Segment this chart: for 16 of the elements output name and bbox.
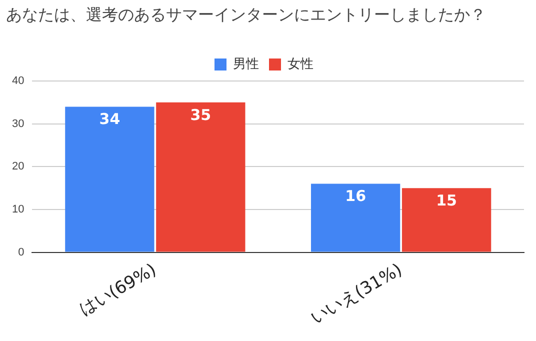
y-tick-label: 10 <box>12 204 24 216</box>
data-label: 15 <box>436 191 457 210</box>
y-tick-label: 40 <box>12 75 24 88</box>
legend-label: 女性 <box>288 56 314 72</box>
y-tick-label: 0 <box>18 246 24 258</box>
legend-label: 男性 <box>233 56 259 72</box>
bar <box>65 106 154 252</box>
data-label: 35 <box>190 106 212 124</box>
y-tick-label: 30 <box>12 118 24 130</box>
bar <box>402 188 492 252</box>
bar <box>310 184 400 252</box>
data-label: 34 <box>99 110 120 128</box>
data-label: 16 <box>345 187 366 206</box>
chart-title: あなたは、選考のあるサマーインターンにエントリーしましたか？ <box>6 4 487 26</box>
bar <box>156 102 246 252</box>
y-tick-label: 20 <box>12 160 24 173</box>
